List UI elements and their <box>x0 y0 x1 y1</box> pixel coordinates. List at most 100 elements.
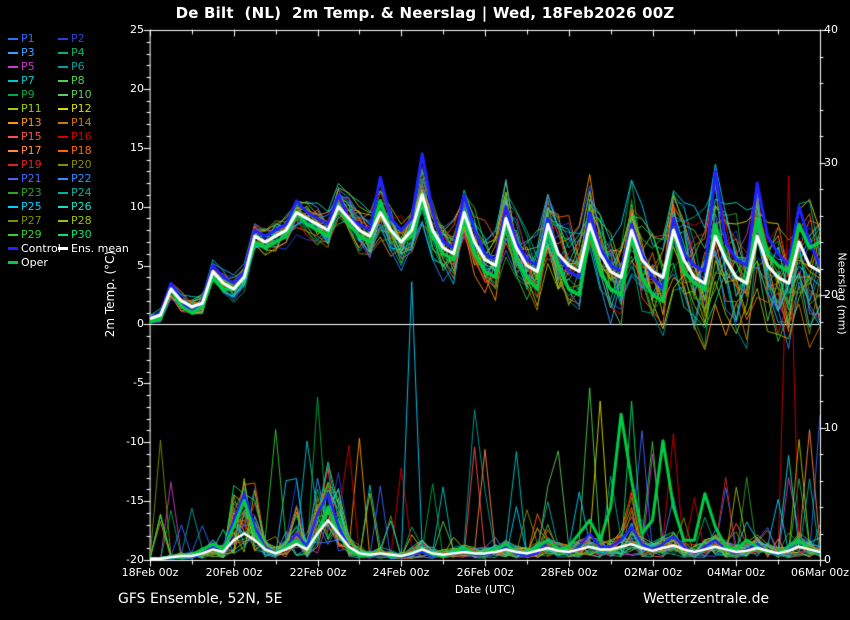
date-tick-label: 20Feb 00z <box>205 566 263 579</box>
legend-item-label: P15 <box>21 130 42 143</box>
legend-item-label: P4 <box>71 46 85 59</box>
legend-item: P19 <box>8 159 58 170</box>
temp-tick-label: -5 <box>133 376 144 389</box>
legend-item-label: Ens. mean <box>71 242 129 255</box>
legend-item-label: P29 <box>21 228 42 241</box>
x-axis-label: Date (UTC) <box>454 583 516 596</box>
legend-item: P5 <box>8 61 58 72</box>
legend-color-dash <box>8 163 18 166</box>
temp-tick-label: 5 <box>137 259 144 272</box>
legend-item: Control <box>8 243 61 254</box>
legend-item-label: P25 <box>21 200 42 213</box>
legend-item: P6 <box>58 61 142 72</box>
legend-item-label: P2 <box>71 32 85 45</box>
legend-color-dash <box>58 163 68 166</box>
legend-item: P13 <box>8 117 58 128</box>
legend-item: P23 <box>8 187 58 198</box>
date-tick-label: 24Feb 00z <box>372 566 430 579</box>
legend-item-label: P10 <box>71 88 92 101</box>
legend-item: P21 <box>8 173 58 184</box>
legend-color-dash <box>8 135 18 138</box>
legend-color-dash <box>8 121 18 124</box>
date-tick-label: 18Feb 00z <box>121 566 179 579</box>
legend-color-dash <box>8 191 18 194</box>
legend-item: P30 <box>58 229 142 240</box>
legend-color-dash <box>8 233 18 236</box>
legend-item-label: P30 <box>71 228 92 241</box>
legend-item-label: P23 <box>21 186 42 199</box>
legend-item: P3 <box>8 47 58 58</box>
temp-tick-label: 20 <box>130 82 144 95</box>
precip-tick-label: 0 <box>824 553 831 566</box>
legend-item-label: P3 <box>21 46 35 59</box>
legend-item: P8 <box>58 75 142 86</box>
legend-color-dash <box>58 191 68 194</box>
legend-color-dash <box>58 37 68 40</box>
y-left-axis-label: 2m Temp. (°C) <box>103 250 117 338</box>
temp-tick-label: -15 <box>126 494 144 507</box>
legend-item-label: P9 <box>21 88 35 101</box>
legend-item-label: P6 <box>71 60 85 73</box>
date-tick-label: 06Mar 00z <box>790 566 850 579</box>
legend-color-dash <box>8 261 18 264</box>
temp-tick-label: 25 <box>130 23 144 36</box>
legend-item-label: P1 <box>21 32 35 45</box>
legend-color-dash <box>58 107 68 110</box>
chart-title: De Bilt (NL) 2m Temp. & Neerslag | Wed, … <box>175 4 675 22</box>
legend-item: P12 <box>58 103 142 114</box>
legend-item-label: P28 <box>71 214 92 227</box>
legend-color-dash <box>58 177 68 180</box>
legend-color-dash <box>58 121 68 124</box>
legend-color-dash <box>8 51 18 54</box>
legend-color-dash <box>8 79 18 82</box>
precip-tick-label: 10 <box>824 421 838 434</box>
legend-color-dash <box>58 79 68 82</box>
legend-item-label: P27 <box>21 214 42 227</box>
legend-item: P27 <box>8 215 58 226</box>
footer-site-text: Wetterzentrale.de <box>643 591 770 607</box>
legend-item: P28 <box>58 215 142 226</box>
legend-item-label: P8 <box>71 74 85 87</box>
legend-item-label: P26 <box>71 200 92 213</box>
temp-tick-label: -20 <box>126 553 144 566</box>
legend-item: P14 <box>58 117 142 128</box>
temp-tick-label: -10 <box>126 435 144 448</box>
legend-item: P25 <box>8 201 58 212</box>
legend-color-dash <box>8 65 18 68</box>
legend-color-dash <box>8 93 18 96</box>
legend-item: P1 <box>8 33 58 44</box>
legend-color-dash <box>8 219 18 222</box>
legend-item-label: Oper <box>21 256 48 269</box>
legend-item-label: P21 <box>21 172 42 185</box>
date-tick-label: 26Feb 00z <box>456 566 514 579</box>
date-tick-label: 02Mar 00z <box>623 566 683 579</box>
legend-item-label: P20 <box>71 158 92 171</box>
temp-tick-label: 15 <box>130 141 144 154</box>
legend-item: Oper <box>8 257 58 268</box>
legend-color-dash <box>58 51 68 54</box>
legend-color-dash <box>58 219 68 222</box>
legend-item: P2 <box>58 33 142 44</box>
legend-item-label: P16 <box>71 130 92 143</box>
legend-color-dash <box>58 247 68 250</box>
legend-item-label: P17 <box>21 144 42 157</box>
legend-item-label: P7 <box>21 74 35 87</box>
legend: P1 P2 P3 P4 P5 P6 P7 P8 P9 P10 P11 P12 P13 P14 P15 P16 P… <box>8 33 142 268</box>
legend-item: P18 <box>58 145 142 156</box>
date-tick-label: 22Feb 00z <box>289 566 347 579</box>
x-axis-label-row: Date (UTC) <box>0 583 850 596</box>
legend-item: P29 <box>8 229 58 240</box>
date-tick-label: 28Feb 00z <box>540 566 598 579</box>
legend-color-dash <box>58 65 68 68</box>
legend-color-dash <box>8 149 18 152</box>
legend-color-dash <box>58 149 68 152</box>
legend-color-dash <box>58 93 68 96</box>
legend-item: P17 <box>8 145 58 156</box>
legend-item-label: P22 <box>71 172 92 185</box>
legend-item: P9 <box>8 89 58 100</box>
legend-item-label: P11 <box>21 102 42 115</box>
legend-item: P22 <box>58 173 142 184</box>
legend-item: P11 <box>8 103 58 114</box>
